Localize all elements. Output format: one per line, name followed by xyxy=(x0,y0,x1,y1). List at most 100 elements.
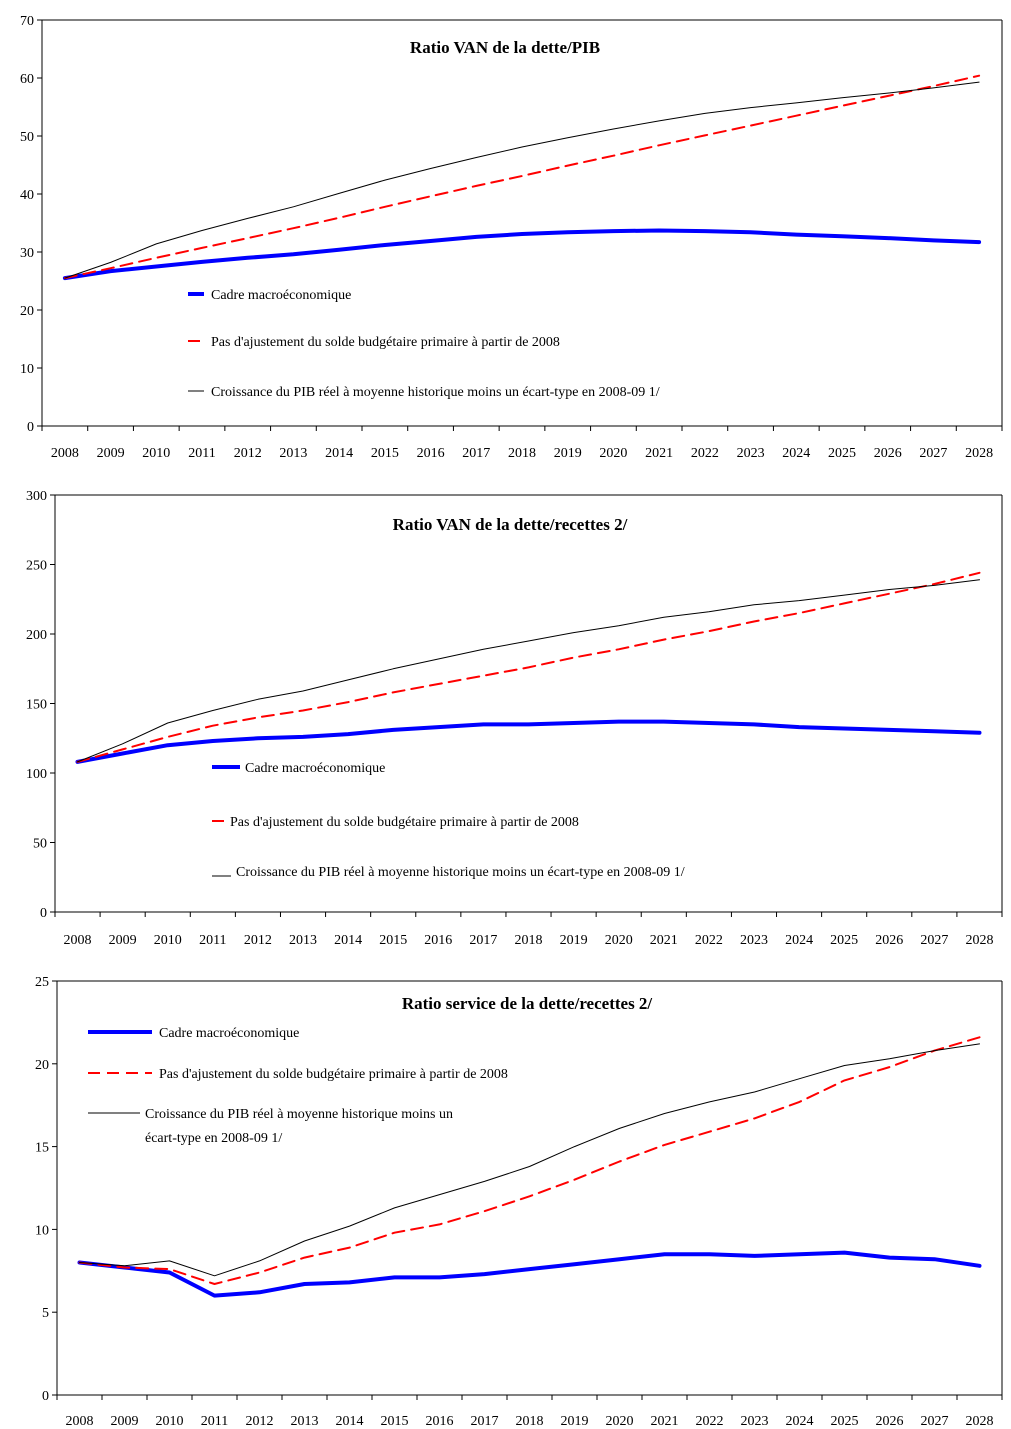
y-tick-label: 200 xyxy=(26,628,47,643)
chart-title: Ratio VAN de la dette/recettes 2/ xyxy=(393,515,628,534)
legend-label-3: Croissance du PIB réel à moyenne histori… xyxy=(211,385,660,400)
x-tick-label: 2025 xyxy=(828,446,856,461)
x-tick-label: 2020 xyxy=(605,933,633,948)
y-tick-label: 15 xyxy=(35,1141,49,1156)
x-tick-label: 2013 xyxy=(279,446,307,461)
x-tick-label: 2008 xyxy=(51,446,79,461)
y-tick-label: 70 xyxy=(20,14,34,29)
y-tick-label: 150 xyxy=(26,698,47,713)
x-tick-label: 2025 xyxy=(830,933,858,948)
series-line-2 xyxy=(78,1036,981,1285)
x-tick-label: 2021 xyxy=(651,1414,679,1429)
x-tick-label: 2009 xyxy=(111,1414,139,1429)
x-tick-label: 2017 xyxy=(462,446,490,461)
series-line-1 xyxy=(62,228,982,281)
x-tick-label: 2026 xyxy=(875,933,903,948)
x-tick-label: 2016 xyxy=(426,1414,454,1429)
x-tick-label: 2019 xyxy=(561,1414,589,1429)
x-tick-label: 2010 xyxy=(142,446,170,461)
y-tick-label: 30 xyxy=(20,246,34,261)
y-tick-label: 250 xyxy=(26,559,47,574)
y-tick-label: 50 xyxy=(33,837,47,852)
x-tick-label: 2022 xyxy=(691,446,719,461)
x-tick-label: 2020 xyxy=(606,1414,634,1429)
y-tick-label: 20 xyxy=(20,304,34,319)
x-tick-label: 2023 xyxy=(740,933,768,948)
series-line-1 xyxy=(77,1250,982,1298)
x-tick-label: 2017 xyxy=(471,1414,499,1429)
legend-label-2: Pas d'ajustement du solde budgétaire pri… xyxy=(211,335,560,350)
x-tick-label: 2018 xyxy=(516,1414,544,1429)
y-tick-label: 5 xyxy=(42,1306,49,1321)
x-tick-label: 2013 xyxy=(291,1414,319,1429)
x-tick-label: 2011 xyxy=(199,933,226,948)
chart-debt-to-revenue: 0 50 100 150 200 250 300 2008 2009 2010 2011 2012 20… xyxy=(26,489,1003,948)
x-tick-label: 2027 xyxy=(919,446,947,461)
x-tick-label: 2027 xyxy=(921,1414,949,1429)
chart-debt-to-gdp: 0 10 20 30 40 50 60 70 2008 2009 2010 2011 2012 2013 2… xyxy=(20,14,1003,461)
x-tick-label: 2012 xyxy=(234,446,262,461)
legend-label-3: Croissance du PIB réel à moyenne histori… xyxy=(236,865,685,880)
x-tick-label: 2013 xyxy=(289,933,317,948)
x-tick-label: 2014 xyxy=(325,446,353,461)
x-tick-label: 2011 xyxy=(188,446,215,461)
series-line-1 xyxy=(75,719,982,764)
y-tick-label: 50 xyxy=(20,130,34,145)
x-tick-label: 2026 xyxy=(876,1414,904,1429)
legend-label-2: Pas d'ajustement du solde budgétaire pri… xyxy=(230,815,579,830)
x-tick-label: 2018 xyxy=(515,933,543,948)
x-tick-label: 2012 xyxy=(244,933,272,948)
x-tick-label: 2024 xyxy=(785,933,813,948)
x-tick-label: 2026 xyxy=(874,446,902,461)
legend-label-2: Pas d'ajustement du solde budgétaire pri… xyxy=(159,1067,508,1082)
x-tick-label: 2012 xyxy=(246,1414,274,1429)
x-tick-label: 2020 xyxy=(599,446,627,461)
x-tick-label: 2022 xyxy=(695,933,723,948)
y-tick-label: 10 xyxy=(20,362,34,377)
y-tick-label: 0 xyxy=(42,1389,49,1404)
legend-label-3-cont: écart-type en 2008-09 1/ xyxy=(145,1131,282,1146)
x-tick-label: 2028 xyxy=(966,1414,994,1429)
series-line-2 xyxy=(63,74,981,280)
x-tick-label: 2024 xyxy=(786,1414,814,1429)
x-tick-label: 2009 xyxy=(97,446,125,461)
chart-title: Ratio service de la dette/recettes 2/ xyxy=(402,994,653,1013)
x-tick-label: 2015 xyxy=(379,933,407,948)
series-line-3 xyxy=(64,81,980,279)
y-tick-label: 60 xyxy=(20,72,34,87)
x-tick-label: 2011 xyxy=(201,1414,228,1429)
x-tick-label: 2022 xyxy=(696,1414,724,1429)
chart-title: Ratio VAN de la dette/PIB xyxy=(410,38,600,57)
y-tick-label: 10 xyxy=(35,1223,49,1238)
x-tick-label: 2017 xyxy=(469,933,497,948)
x-tick-label: 2024 xyxy=(782,446,810,461)
y-tick-label: 300 xyxy=(26,489,47,504)
chart-debt-service-to-revenue: 0 5 10 15 20 25 2008 2009 2010 2011 2012 2013 2014 20… xyxy=(35,975,1003,1429)
x-tick-label: 2008 xyxy=(66,1414,94,1429)
series-line-3 xyxy=(79,1043,980,1277)
y-tick-label: 20 xyxy=(35,1058,49,1073)
legend-label-1: Cadre macroéconomique xyxy=(245,761,385,776)
x-tick-label: 2027 xyxy=(920,933,948,948)
x-tick-label: 2016 xyxy=(424,933,452,948)
x-tick-label: 2016 xyxy=(417,446,445,461)
x-tick-label: 2021 xyxy=(650,933,678,948)
series-line-3 xyxy=(77,579,980,763)
x-tick-label: 2010 xyxy=(154,933,182,948)
legend-label-1: Cadre macroéconomique xyxy=(159,1026,299,1041)
x-tick-label: 2015 xyxy=(381,1414,409,1429)
y-tick-label: 100 xyxy=(26,767,47,782)
x-tick-label: 2014 xyxy=(336,1414,364,1429)
y-tick-label: 25 xyxy=(35,975,49,990)
y-tick-label: 0 xyxy=(40,906,47,921)
series-line-2 xyxy=(76,571,981,763)
x-tick-label: 2015 xyxy=(371,446,399,461)
x-tick-label: 2028 xyxy=(965,933,993,948)
x-tick-label: 2010 xyxy=(156,1414,184,1429)
x-tick-label: 2009 xyxy=(109,933,137,948)
y-tick-label: 0 xyxy=(27,420,34,435)
y-tick-label: 40 xyxy=(20,188,34,203)
x-tick-label: 2014 xyxy=(334,933,362,948)
x-tick-label: 2019 xyxy=(560,933,588,948)
